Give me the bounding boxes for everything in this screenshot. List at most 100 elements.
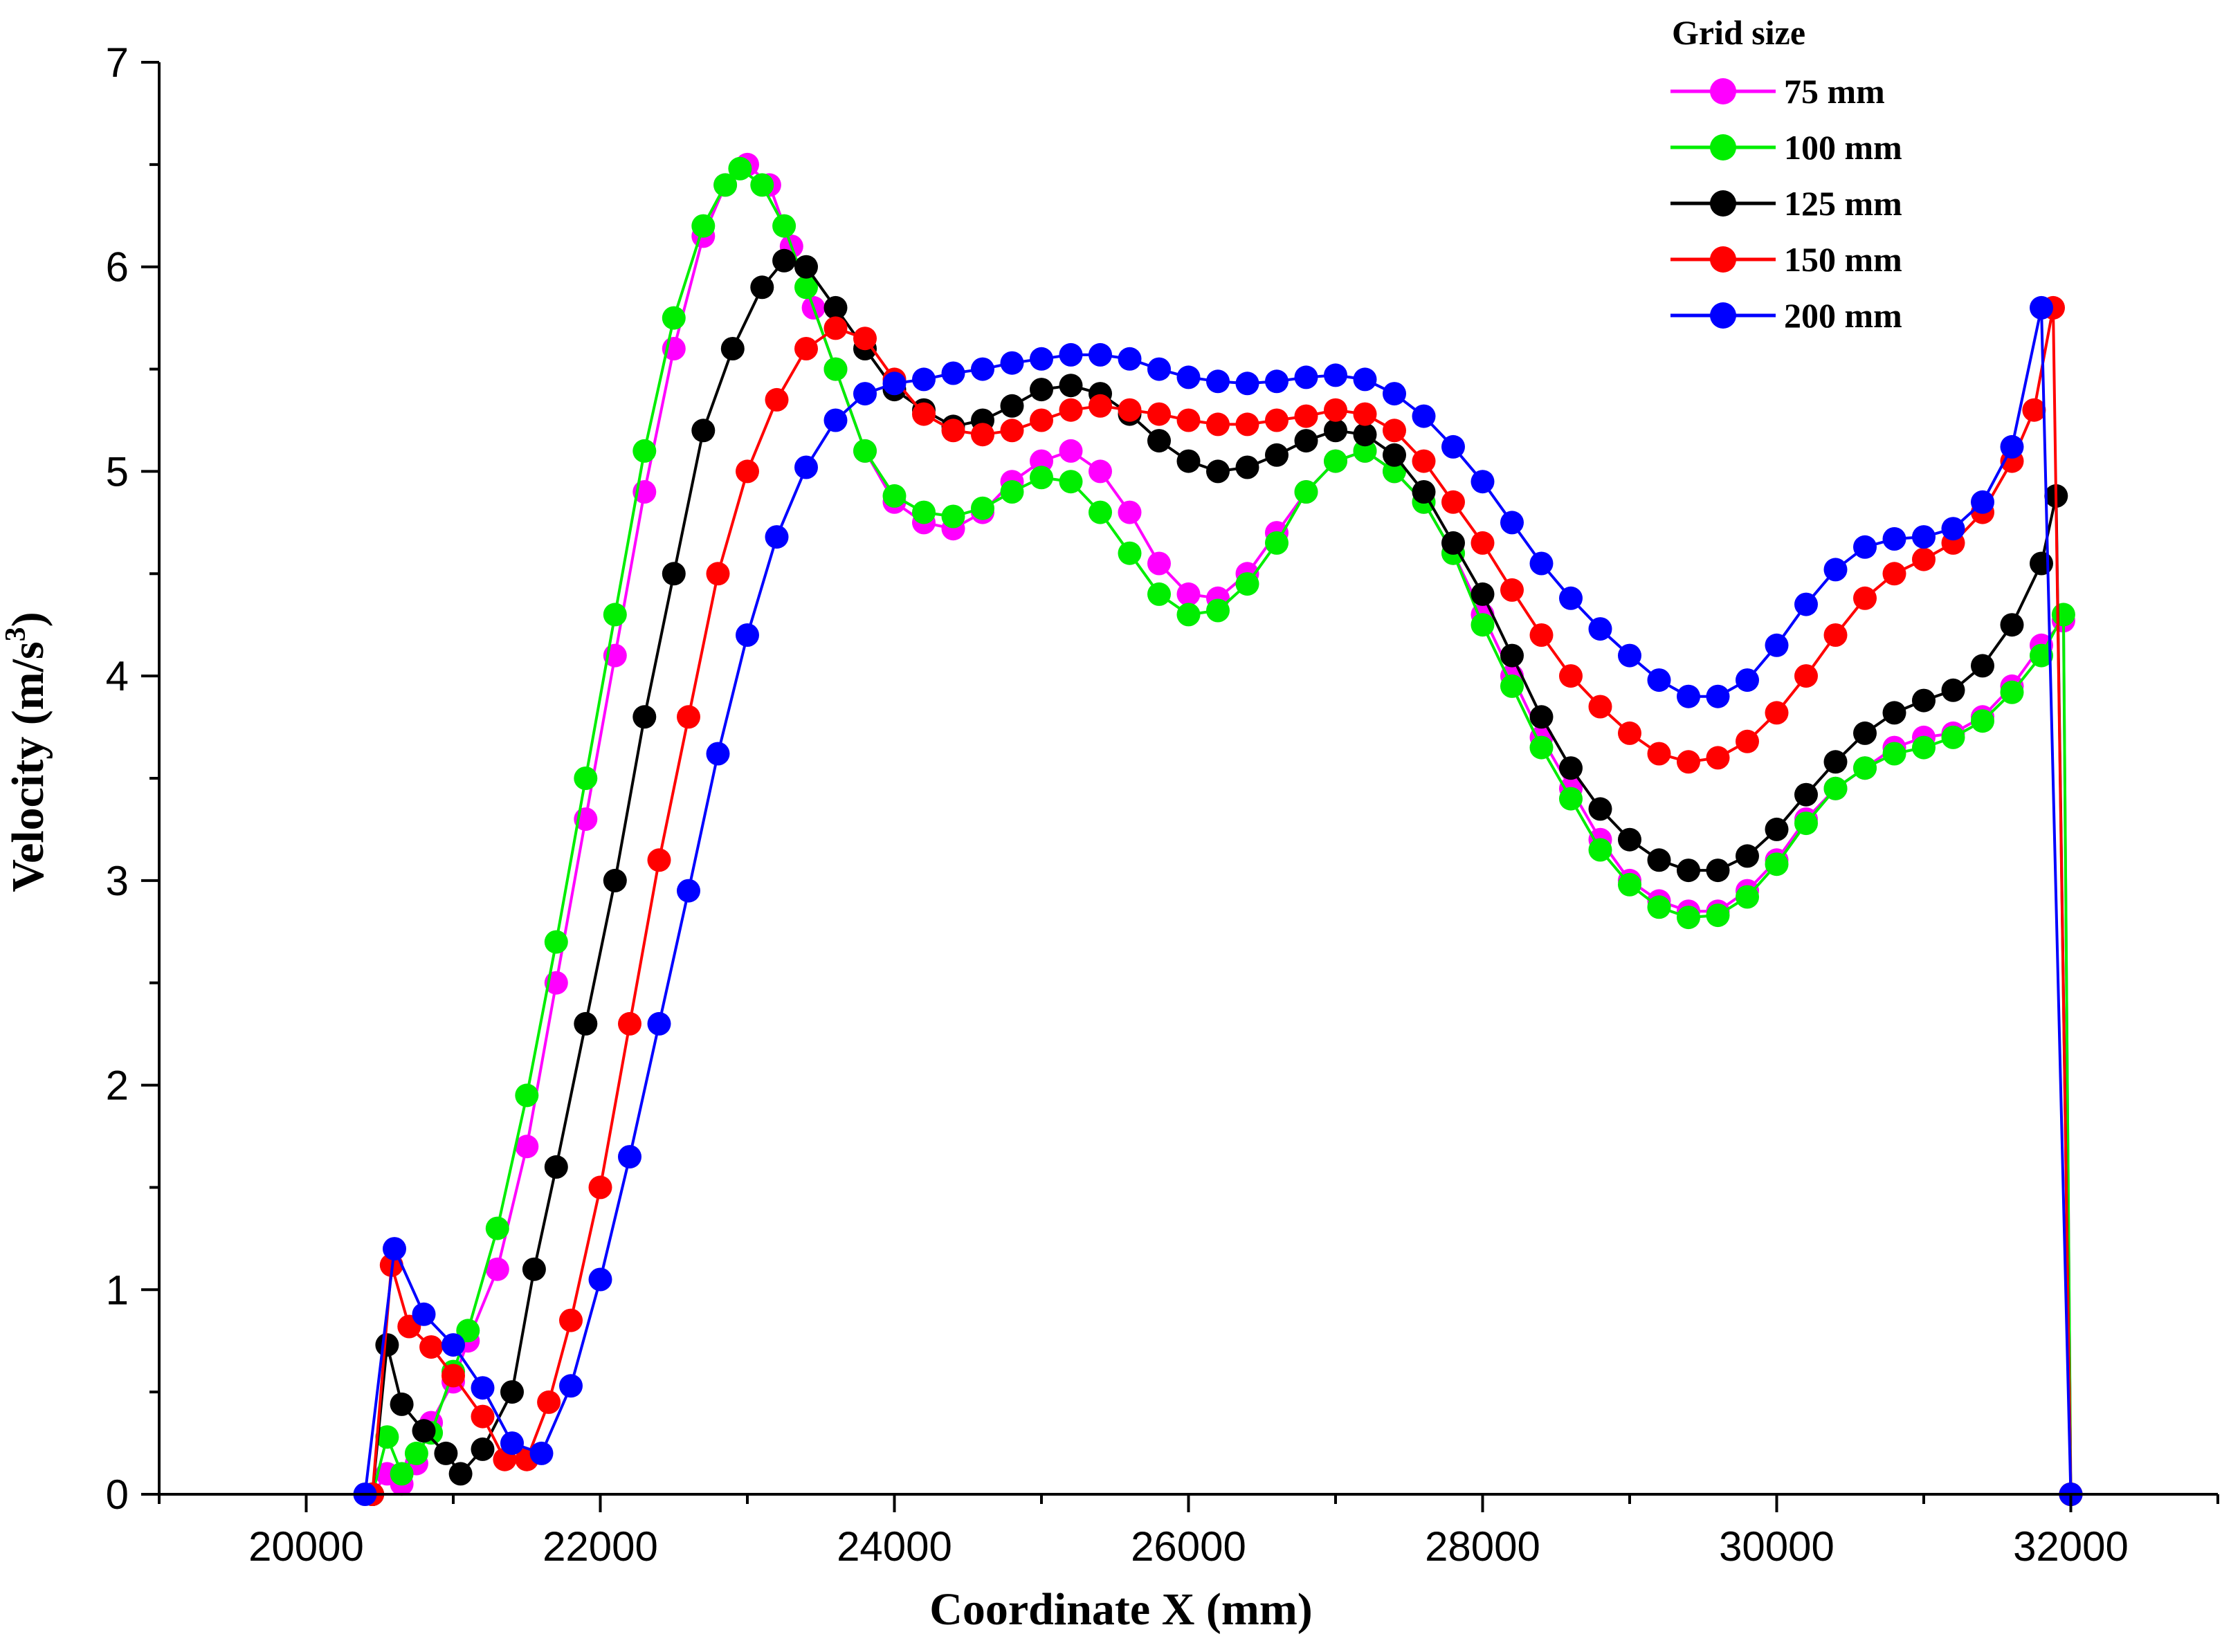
legend-label: 200 mm — [1784, 296, 1902, 335]
data-point — [706, 742, 730, 766]
data-point — [1971, 490, 1994, 514]
data-point — [1941, 678, 1965, 702]
data-point — [1118, 398, 1142, 422]
legend-entry: 100 mm — [1670, 128, 1902, 167]
data-point — [404, 1441, 428, 1465]
data-point — [1000, 351, 1024, 375]
data-point — [441, 1364, 465, 1388]
data-point — [1559, 664, 1583, 688]
data-point — [912, 367, 936, 392]
data-point — [1941, 725, 1965, 749]
data-point — [912, 500, 936, 524]
data-point — [515, 1083, 539, 1108]
data-point — [662, 562, 686, 586]
data-point — [434, 1441, 458, 1465]
data-point — [1147, 429, 1171, 453]
data-point — [1736, 844, 1759, 868]
data-point — [375, 1333, 399, 1357]
y-tick-label: 6 — [106, 244, 129, 291]
data-point — [588, 1267, 612, 1292]
data-point — [971, 496, 994, 520]
data-point — [1941, 517, 1965, 541]
x-tick-label: 22000 — [543, 1523, 658, 1570]
data-point — [677, 705, 700, 729]
data-point — [736, 623, 759, 647]
x-tick-label: 26000 — [1131, 1523, 1246, 1570]
data-point — [1176, 582, 1201, 606]
data-point — [618, 1011, 641, 1036]
data-point — [1794, 592, 1818, 616]
data-point — [1823, 776, 1848, 800]
data-point — [1089, 500, 1112, 524]
data-point — [1265, 408, 1288, 432]
data-point — [1736, 885, 1759, 909]
data-point — [1529, 623, 1554, 647]
data-point — [2051, 603, 2075, 627]
series-150-mm — [361, 295, 2083, 1506]
legend-label: 75 mm — [1784, 72, 1885, 111]
data-point — [1412, 449, 1436, 473]
data-point — [1383, 443, 1406, 467]
y-tick-label: 4 — [106, 653, 129, 699]
data-point — [794, 275, 818, 300]
data-point — [1089, 459, 1112, 484]
legend-entry: 75 mm — [1670, 72, 1885, 111]
data-point — [603, 868, 627, 892]
data-point — [882, 371, 907, 396]
data-point — [720, 337, 745, 360]
data-point — [1677, 750, 1700, 774]
data-point — [1089, 394, 1112, 418]
data-point — [1647, 668, 1671, 692]
data-point — [912, 402, 936, 426]
legend: Grid size 75 mm 100 mm 125 mm 150 mm 200 mm — [1670, 13, 1902, 335]
data-point — [1529, 735, 1554, 760]
data-point — [1765, 852, 1789, 877]
legend-marker — [1710, 246, 1736, 273]
legend-marker — [1710, 190, 1736, 217]
data-point — [1500, 511, 1524, 535]
data-point — [2000, 434, 2024, 459]
data-point — [1912, 688, 1936, 713]
data-point — [647, 1011, 671, 1036]
data-point — [823, 295, 848, 320]
data-point — [1677, 906, 1700, 930]
data-point — [772, 214, 796, 238]
data-point — [1618, 721, 1641, 745]
data-point — [1618, 872, 1641, 897]
data-point — [2030, 551, 2053, 576]
data-point — [941, 504, 965, 529]
data-point — [1618, 643, 1641, 668]
x-ticks: 20000 22000 24000 26000 28000 30000 32000 — [158, 1494, 2219, 1570]
data-point — [1206, 369, 1230, 394]
legend-label: 150 mm — [1784, 240, 1902, 279]
data-point — [1500, 578, 1524, 602]
data-point — [1176, 408, 1201, 432]
data-point — [1176, 603, 1201, 627]
data-point — [1324, 419, 1347, 443]
x-tick-label: 32000 — [2013, 1523, 2129, 1570]
data-point — [765, 525, 789, 549]
data-point — [1559, 756, 1583, 780]
data-point — [823, 357, 848, 381]
x-tick-label: 30000 — [1719, 1523, 1834, 1570]
data-point — [1000, 480, 1024, 504]
y-tick-label: 0 — [106, 1471, 129, 1518]
data-point — [662, 306, 686, 330]
data-point — [1265, 531, 1288, 555]
data-point — [632, 439, 657, 463]
data-point — [971, 357, 994, 381]
legend-marker — [1710, 302, 1736, 329]
data-point — [750, 173, 774, 197]
data-point — [1853, 586, 1877, 610]
data-point — [1206, 459, 1230, 484]
data-point — [728, 156, 752, 181]
data-point — [1383, 419, 1406, 443]
data-point — [1588, 695, 1612, 719]
y-axis-title-main: Velocity (m/s — [3, 641, 53, 892]
data-point — [736, 459, 759, 484]
data-point — [1265, 443, 1288, 467]
y-tick-label: 7 — [106, 39, 129, 86]
data-point — [1823, 750, 1848, 774]
data-point — [1441, 434, 1465, 459]
